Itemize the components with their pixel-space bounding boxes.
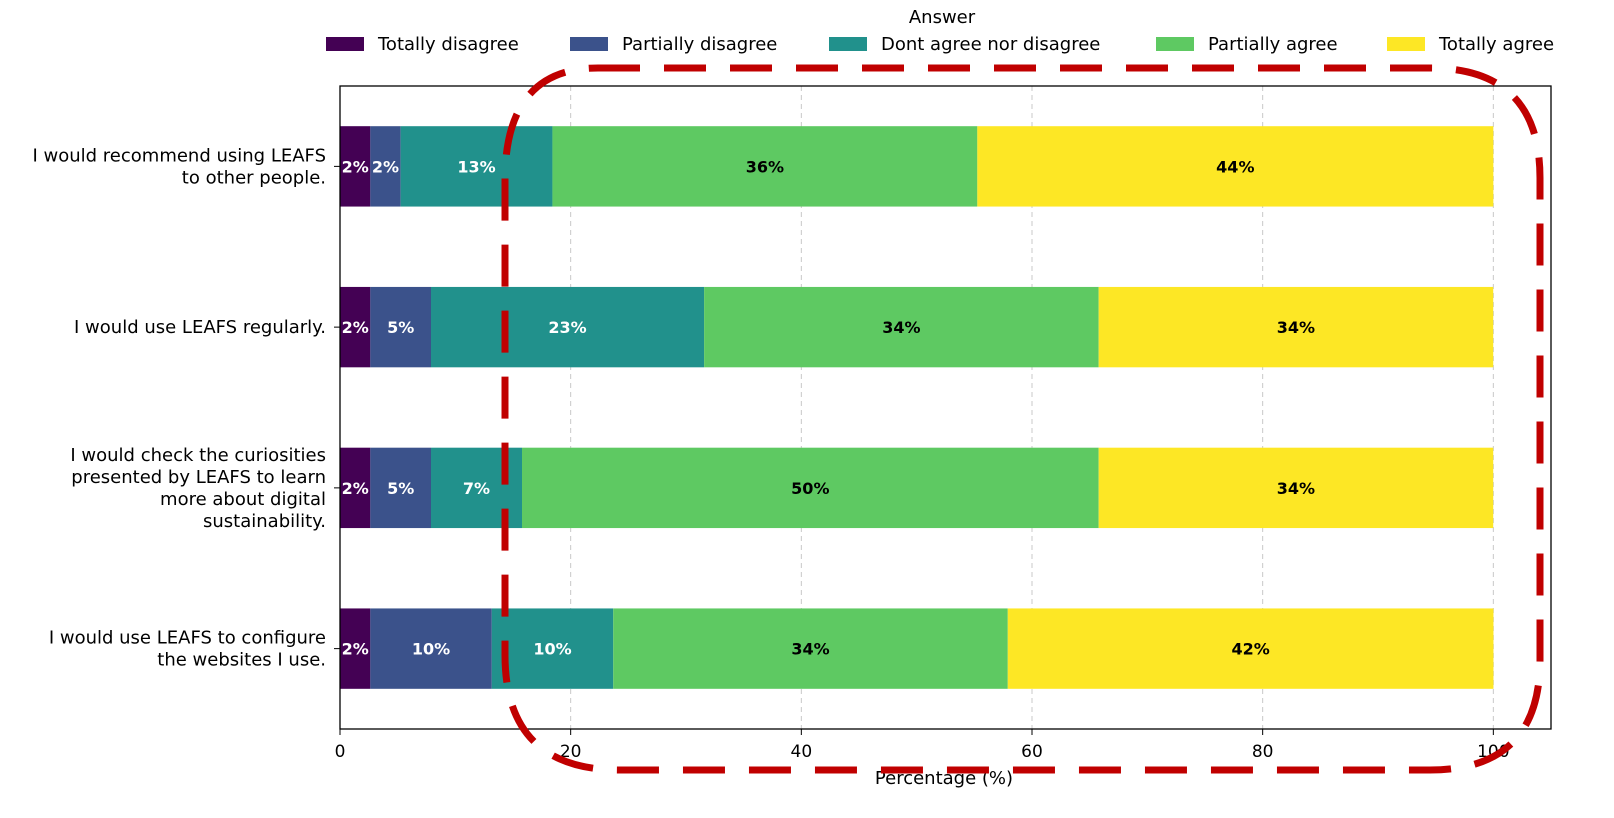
y-tick-label: I would use LEAFS to configure (49, 628, 326, 649)
bar-segment (1007, 608, 1494, 689)
y-tick-label: the websites I use. (157, 650, 326, 671)
x-tick-label: 20 (560, 742, 582, 762)
bar-segment (340, 286, 371, 368)
x-tick-label: 40 (791, 742, 813, 762)
bar-segment (340, 126, 371, 207)
plot-frame (339, 85, 1552, 730)
data-label: 2% (342, 318, 369, 337)
y-tick-label: I would use LEAFS regularly. (74, 317, 326, 338)
bar-segment (370, 286, 431, 368)
data-label: 42% (1231, 640, 1269, 659)
legend-title: Answer (909, 7, 976, 28)
bar-segment (370, 447, 431, 529)
x-axis: 0 20 40 60 80 100 (335, 729, 1510, 762)
bar-segment (430, 286, 705, 368)
data-label: 23% (548, 318, 586, 337)
legend-swatch-4 (1387, 37, 1425, 51)
legend-swatch-0 (326, 37, 364, 51)
bar-segment (340, 608, 371, 689)
y-tick-label: I would recommend using LEAFS (32, 145, 326, 166)
legend: Totally disagree Partially disagree Dont a… (326, 34, 1554, 55)
bar-segment (1098, 447, 1494, 529)
data-label: 2% (372, 157, 399, 176)
data-label: 10% (533, 640, 571, 659)
data-label: 5% (387, 318, 414, 337)
highlight-annotation (501, 64, 1544, 774)
bars (340, 126, 1494, 689)
y-tick-label: I would check the curiosities (70, 445, 326, 466)
data-label: 2% (342, 640, 369, 659)
legend-label-3: Partially agree (1208, 34, 1338, 55)
bar-segment (977, 126, 1494, 207)
bar-segment (370, 608, 492, 689)
y-tick-label: sustainability. (203, 511, 326, 532)
legend-swatch-2 (829, 37, 867, 51)
bar-segment (521, 447, 1099, 529)
data-label: 2% (342, 479, 369, 498)
bar-segment (1098, 286, 1494, 368)
data-label: 34% (1277, 318, 1315, 337)
bar-segment (491, 608, 614, 689)
data-label: 13% (457, 157, 495, 176)
legend-label-1: Partially disagree (622, 34, 777, 55)
x-tick-label: 60 (1021, 742, 1043, 762)
data-label: 5% (387, 479, 414, 498)
data-label: 10% (412, 640, 450, 659)
legend-label-2: Dont agree nor disagree (881, 34, 1100, 55)
data-label: 50% (791, 479, 829, 498)
x-tick-label: 80 (1252, 742, 1274, 762)
legend-swatch-1 (570, 37, 608, 51)
data-label: 7% (463, 479, 490, 498)
data-label: 34% (791, 640, 829, 659)
data-label: 2% (342, 157, 369, 176)
y-tick-label: to other people. (182, 167, 326, 188)
legend-swatch-3 (1156, 37, 1194, 51)
data-label: 36% (746, 157, 784, 176)
bar-segment (370, 126, 401, 207)
bar-segment (400, 126, 553, 207)
data-label: 34% (882, 318, 920, 337)
legend-label-0: Totally disagree (377, 34, 519, 55)
bar-segment (613, 608, 1008, 689)
bar-segment (704, 286, 1099, 368)
bar-labels: 2% 2% 13% 36% 44%2% 5% 23% 34% 34%2% 5% 7% 50% 34%2%… (342, 157, 1316, 658)
data-label: 44% (1216, 157, 1254, 176)
legend-label-4: Totally agree (1438, 34, 1554, 55)
data-label: 34% (1277, 479, 1315, 498)
y-tick-label: more about digital (160, 489, 326, 510)
y-tick-label: presented by LEAFS to learn (71, 467, 326, 488)
x-tick-label: 0 (335, 742, 346, 762)
bar-segment (340, 447, 371, 529)
bar-segment (552, 126, 978, 207)
